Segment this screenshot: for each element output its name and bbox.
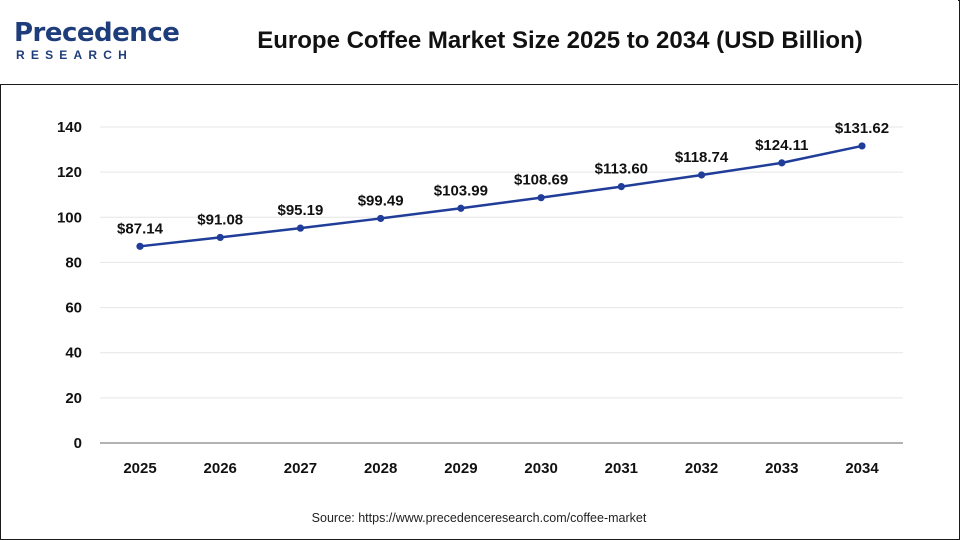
data-point — [617, 182, 625, 191]
data-label: $103.99 — [434, 182, 488, 199]
x-tick-label: 2034 — [845, 460, 879, 477]
brand-name: Precedence — [14, 18, 180, 48]
data-label: $108.69 — [514, 172, 568, 189]
source-note: Source: https://www.precedenceresearch.c… — [311, 511, 647, 525]
y-tick-label: 120 — [57, 164, 82, 181]
y-tick-label: 80 — [65, 254, 82, 271]
series-line — [139, 144, 863, 248]
y-tick-label: 100 — [57, 209, 82, 226]
data-point — [778, 159, 786, 167]
x-tick-label: 2025 — [123, 460, 156, 477]
header: Precedence RESEARCH Europe Coffee Market… — [0, 0, 958, 85]
brand-logo[interactable]: Precedence RESEARCH — [14, 18, 180, 64]
data-label: $113.60 — [595, 161, 648, 178]
x-tick-label: 2028 — [364, 460, 397, 477]
data-point — [216, 233, 224, 242]
x-tick-label: 2031 — [605, 460, 638, 477]
y-tick-label: 0 — [74, 435, 82, 452]
data-point — [457, 204, 465, 212]
x-tick-label: 2027 — [284, 460, 317, 477]
x-tick-label: 2032 — [685, 460, 718, 477]
data-point — [537, 194, 545, 202]
data-label: $91.08 — [197, 211, 243, 228]
x-tick-label: 2029 — [444, 460, 477, 477]
data-label: $87.14 — [117, 220, 164, 237]
chart-title: Europe Coffee Market Size 2025 to 2034 (… — [257, 27, 863, 54]
data-label: $131.62 — [835, 120, 889, 137]
data-point — [296, 224, 305, 232]
x-tick-label: 2030 — [524, 460, 557, 477]
y-tick-label: 140 — [57, 119, 82, 136]
x-tick-label: 2026 — [204, 460, 237, 477]
brand-sub: RESEARCH — [16, 48, 133, 62]
data-label: $95.19 — [277, 202, 323, 219]
data-point — [697, 171, 706, 179]
data-point — [858, 142, 866, 150]
data-point — [377, 214, 385, 223]
data-label: $99.49 — [358, 192, 404, 209]
data-point — [136, 242, 144, 250]
line-chart: 0 20 40 60 80 100 120 140 2025 2026 2027 2028 2029 20… — [57, 119, 903, 477]
y-tick-label: 20 — [65, 390, 82, 407]
x-tick-label: 2033 — [765, 460, 798, 477]
y-tick-label: 60 — [65, 300, 82, 317]
y-tick-label: 40 — [65, 345, 82, 362]
data-label: $118.74 — [675, 149, 729, 166]
data-label: $124.11 — [755, 137, 808, 154]
